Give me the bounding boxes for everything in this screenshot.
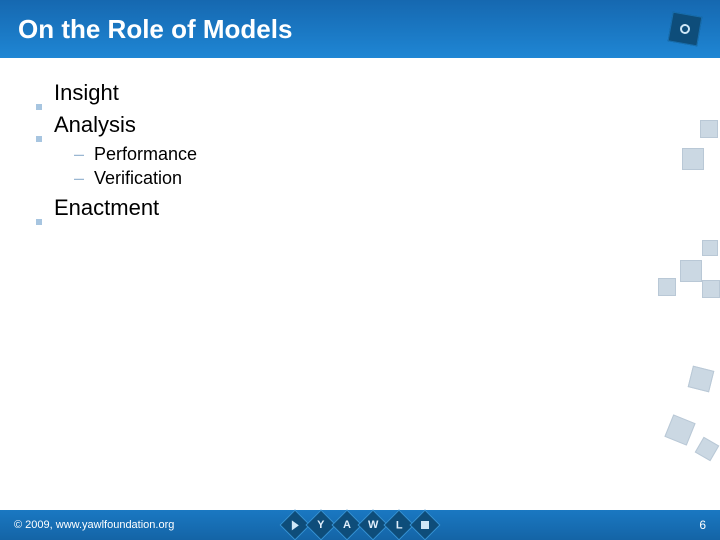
bullet-text: Performance — [94, 144, 197, 165]
bullet-icon — [36, 104, 42, 110]
deco-square — [658, 278, 676, 296]
content-area: Insight Analysis – Performance – Verific… — [0, 58, 720, 221]
list-item: Insight — [36, 80, 720, 106]
deco-square — [664, 414, 695, 445]
title-bar: On the Role of Models — [0, 0, 720, 58]
bullet-text: Enactment — [54, 195, 159, 221]
list-item: – Verification — [74, 168, 720, 189]
deco-square — [680, 260, 702, 282]
bullet-icon — [36, 219, 42, 225]
logo-letter-text: L — [396, 519, 403, 531]
dash-icon: – — [74, 144, 84, 165]
deco-square — [702, 240, 718, 256]
deco-square — [695, 437, 720, 462]
dash-icon: – — [74, 168, 84, 189]
logo-icon-inner — [679, 23, 691, 35]
deco-square — [702, 280, 720, 298]
copyright-text: © 2009, www.yawlfoundation.org — [14, 519, 174, 531]
deco-square — [688, 366, 715, 393]
deco-square — [700, 120, 718, 138]
page-title: On the Role of Models — [18, 14, 292, 45]
bullet-text: Verification — [94, 168, 182, 189]
page-number: 6 — [699, 518, 706, 532]
bullet-icon — [36, 136, 42, 142]
stop-icon — [409, 509, 440, 540]
footer-bar: © 2009, www.yawlfoundation.org Y A W L 6 — [0, 510, 720, 540]
logo-icon — [668, 12, 703, 47]
list-item: Enactment — [36, 195, 720, 221]
list-item: Analysis — [36, 112, 720, 138]
deco-square — [682, 148, 704, 170]
logo-letter-text: W — [368, 519, 378, 531]
list-item: – Performance — [74, 144, 720, 165]
footer-logo: Y A W L — [284, 514, 436, 536]
slide: On the Role of Models Insight Analysis –… — [0, 0, 720, 540]
bullet-text: Insight — [54, 80, 119, 106]
logo-letter-text: A — [343, 519, 351, 531]
decorative-squares — [640, 120, 720, 480]
logo-letter-text: Y — [317, 519, 324, 531]
bullet-text: Analysis — [54, 112, 136, 138]
